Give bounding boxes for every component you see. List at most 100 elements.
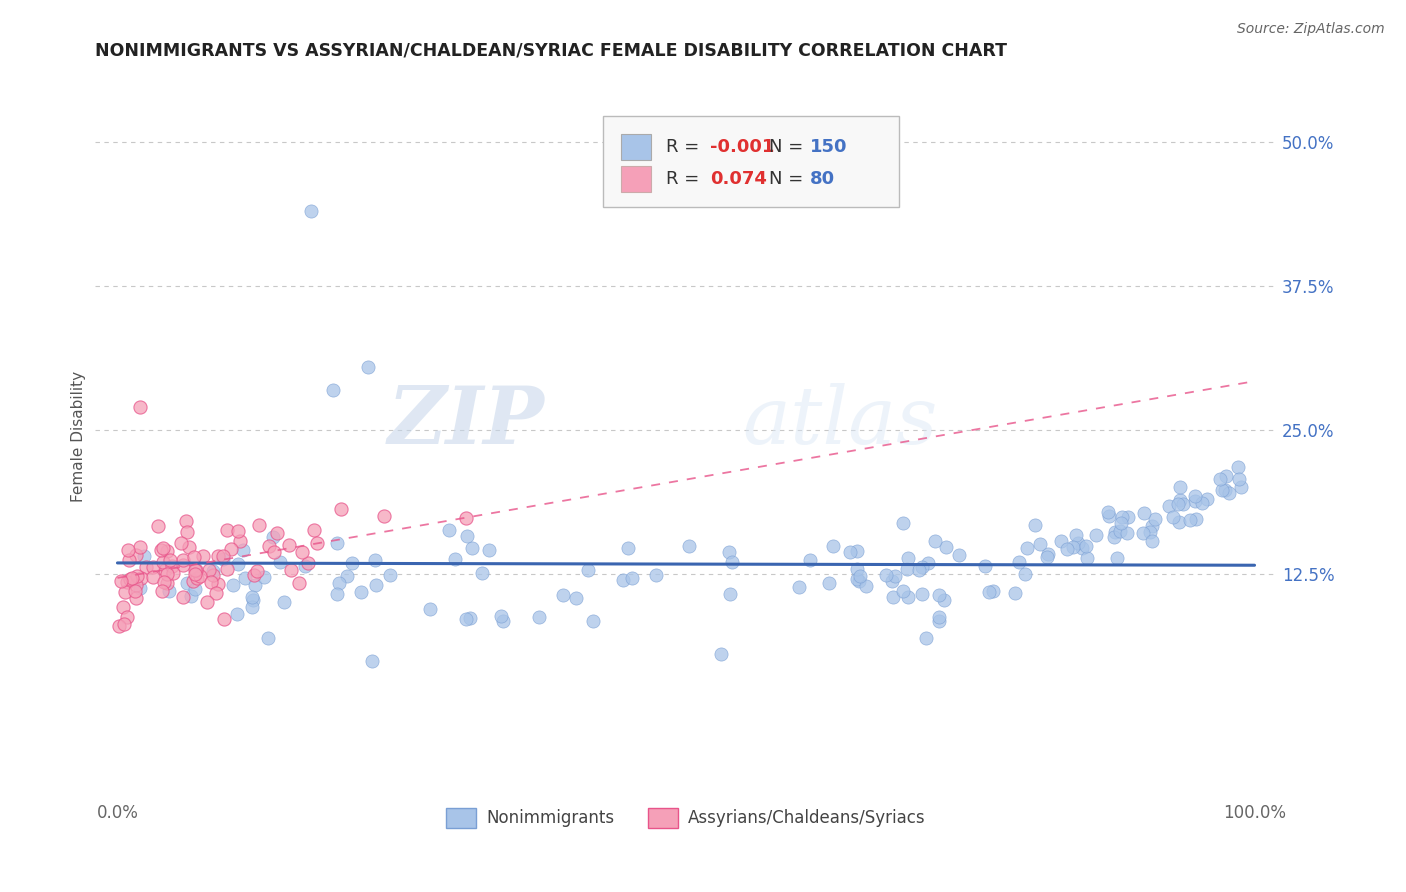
Point [128,582,150,596]
Point [896,562,918,576]
Point [342,556,364,570]
Point [1184,490,1206,504]
Point [112,599,135,614]
Point [207,549,229,563]
Point [129,400,152,414]
Point [1213,483,1236,497]
Point [322,383,344,397]
Point [302,524,325,538]
Point [617,541,640,556]
Point [1230,480,1253,494]
Point [914,632,936,646]
Point [1111,516,1133,530]
Point [880,574,903,589]
Point [718,545,741,559]
Point [247,518,270,533]
Point [845,572,868,586]
Point [893,516,915,530]
Point [125,568,148,582]
Point [172,558,194,573]
Point [1070,541,1092,556]
Point [200,575,222,590]
Point [215,523,238,537]
Point [928,588,950,602]
Point [180,589,202,603]
Point [263,545,285,559]
Point [114,585,136,599]
Point [115,609,138,624]
Point [1211,483,1233,498]
Point [935,541,957,555]
Point [156,575,179,590]
Point [1191,496,1213,510]
Point [478,543,501,558]
Point [1143,512,1166,526]
Point [492,614,515,628]
Point [620,571,643,585]
Point [305,535,328,549]
Point [491,608,513,623]
Point [269,555,291,569]
Point [582,614,605,628]
Point [576,564,599,578]
Point [110,574,132,588]
Point [135,560,157,574]
Point [1116,509,1139,524]
Point [174,514,197,528]
Point [273,595,295,609]
Point [911,560,934,574]
Point [233,571,256,585]
Text: 150: 150 [810,138,848,156]
Point [1178,513,1201,527]
Point [153,564,176,578]
Point [845,543,868,558]
Point [882,590,904,604]
Point [150,542,173,557]
Point [787,580,810,594]
Text: ZIP: ZIP [387,383,544,460]
Point [848,574,870,588]
Point [211,549,233,564]
Point [226,607,249,622]
Point [356,359,378,374]
Point [191,549,214,563]
Point [1139,524,1161,539]
Point [222,578,245,592]
Point [849,569,872,583]
Point [156,544,179,558]
Point [257,540,280,554]
Point [156,567,179,582]
Point [207,577,229,591]
FancyBboxPatch shape [621,134,651,161]
Point [460,611,482,625]
Text: NONIMMIGRANTS VS ASSYRIAN/CHALDEAN/SYRIAC FEMALE DISABILITY CORRELATION CHART: NONIMMIGRANTS VS ASSYRIAN/CHALDEAN/SYRIA… [94,42,1007,60]
Point [1168,515,1191,529]
Point [253,570,276,584]
Point [152,541,174,555]
Point [1056,542,1078,557]
Point [142,570,165,584]
Point [152,575,174,590]
Text: 0.074: 0.074 [710,170,766,188]
Point [188,569,211,583]
Point [891,583,914,598]
Point [645,568,668,582]
Point [118,572,141,586]
Point [172,553,194,567]
Point [1102,530,1125,544]
Point [287,576,309,591]
Point [198,564,221,578]
Point [336,569,359,583]
Point [184,563,207,577]
Point [114,616,136,631]
Y-axis label: Female Disability: Female Disability [72,370,86,501]
Point [1076,551,1098,566]
Text: 80: 80 [810,170,835,188]
Text: -0.001: -0.001 [710,138,775,156]
Point [932,592,955,607]
Point [195,595,218,609]
Point [1097,505,1119,519]
Point [1140,518,1163,533]
Point [184,563,207,577]
Point [437,523,460,537]
